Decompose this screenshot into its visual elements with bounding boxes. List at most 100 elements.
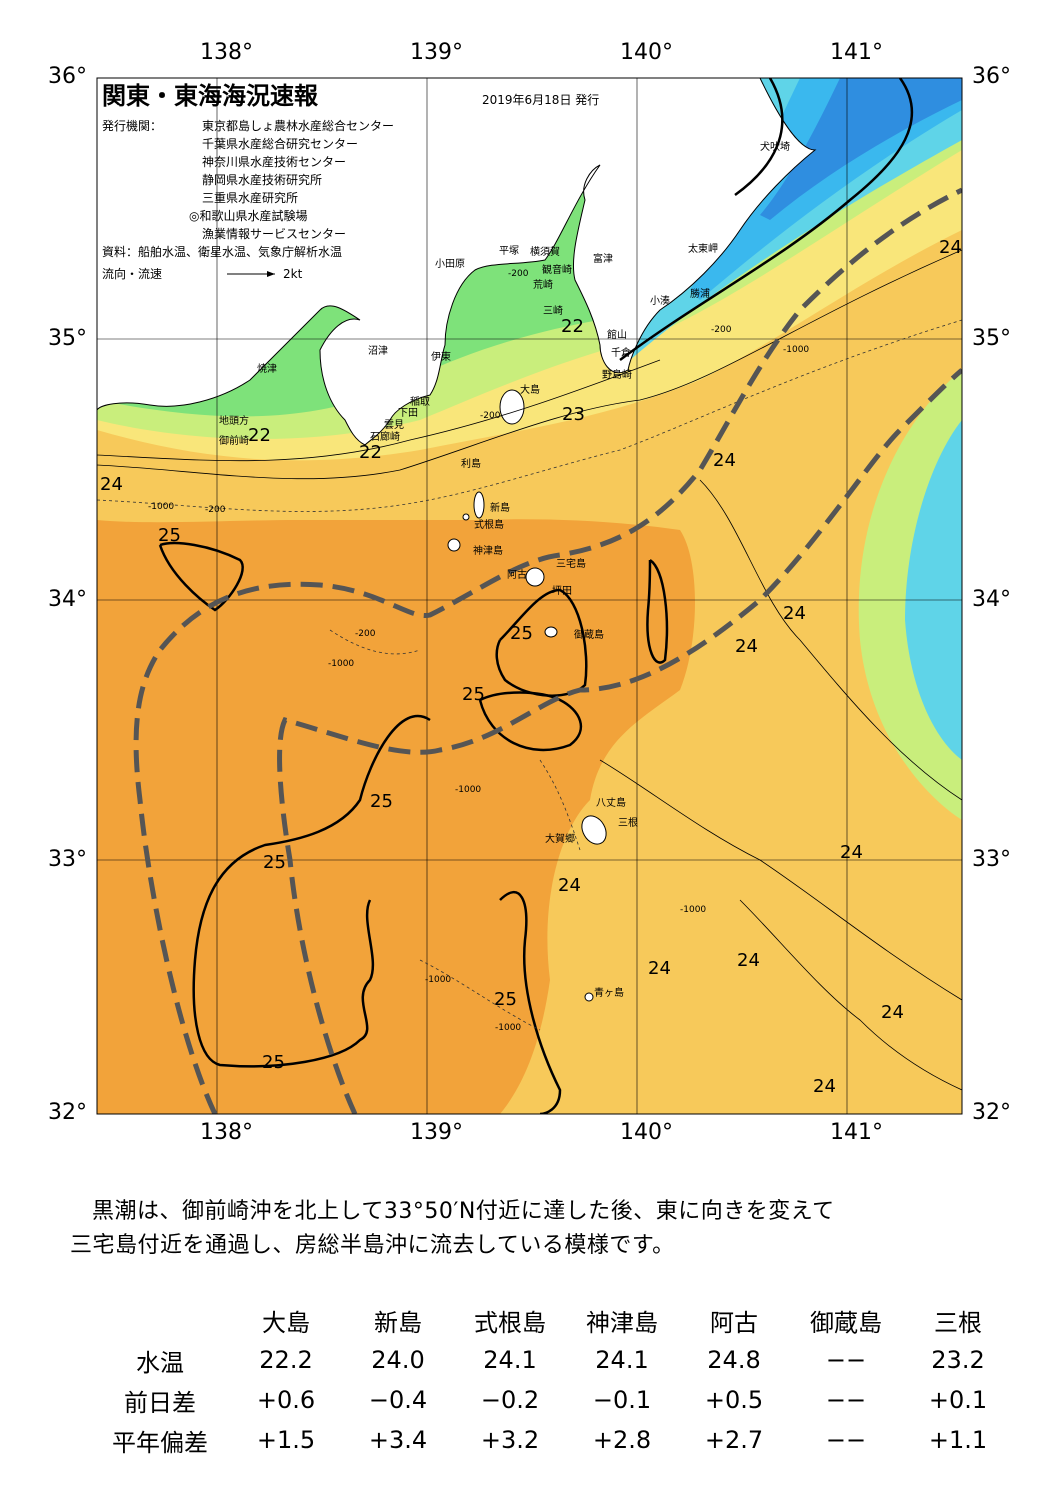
isotherm-25-south: [192, 714, 431, 1068]
table-cell: +2.8: [592, 1426, 652, 1454]
issuer-2: 千葉県水産総合研究センター: [202, 136, 358, 151]
table-row: 平年偏差 +1.5 +3.4 +3.2 +2.8 +2.7 −− +1.1: [90, 1420, 1014, 1460]
issuer-1: 東京都島しょ農林水産総合センター: [202, 118, 394, 133]
flow-legend-label: 流向・流速: [102, 266, 162, 281]
lon-label-141-top: 141°: [830, 40, 883, 65]
table-cell: 24.1: [483, 1346, 537, 1374]
issuer-7: 漁業情報サービスセンター: [202, 227, 346, 241]
column-header: 神津島: [586, 1308, 658, 1337]
row-label: 前日差: [124, 1388, 196, 1417]
place-omaezaki: 御前崎: [219, 434, 249, 447]
row-label: 平年偏差: [112, 1428, 208, 1457]
svg-text:-1000: -1000: [455, 785, 481, 795]
miyakejima-island: [525, 567, 545, 587]
place-misaki: 三崎: [543, 304, 563, 317]
issuer-6: ◎和歌山県水産試験場: [189, 208, 307, 223]
place-ako: 阿古: [507, 568, 527, 581]
place-ito: 伊東: [431, 350, 451, 363]
iso-label-24: 24: [737, 950, 760, 971]
summary-line-1: 黒潮は、御前崎沖を北上して33°50′N付近に達した後、東に向きを変えて: [92, 1199, 835, 1224]
place-yaizu: 焼津: [257, 363, 277, 375]
table-header-row: 大島 新島 式根島 神津島 阿古 御蔵島 三根: [90, 1300, 1014, 1340]
place-taitomisaki: 太東岬: [688, 242, 718, 255]
iso-label-24: 24: [813, 1076, 836, 1097]
table-cell: +3.2: [480, 1426, 540, 1454]
column-header: 阿古: [710, 1308, 758, 1337]
svg-text:-1000: -1000: [495, 1023, 521, 1033]
table-cell: +1.5: [256, 1426, 316, 1454]
isotherm-labels: 22 22 22 23 24 24 24 24 24 24 24 24 24 2…: [100, 237, 962, 1097]
table-cell: +3.4: [368, 1426, 428, 1454]
lat-label-35-left: 35°: [48, 326, 87, 351]
place-arasaki: 荒崎: [533, 278, 553, 291]
shikinejima-island: [462, 513, 470, 521]
iso-label-25: 25: [510, 623, 533, 644]
lon-label-138-bottom: 138°: [200, 1120, 253, 1145]
temp-zone-25: [97, 519, 695, 1114]
place-kominato: 小湊: [650, 294, 670, 307]
iso-label-25: 25: [462, 684, 485, 705]
depth-labels: -200 -200 -200 -200 -200 -1000 -1000 -10…: [148, 269, 809, 1033]
place-tsubota: 坪田: [552, 584, 572, 597]
svg-text:-200: -200: [205, 505, 226, 515]
place-kannonzaki: 観音崎: [542, 263, 572, 276]
place-tateyama: 館山: [607, 328, 627, 341]
isotherm-25-west: [158, 541, 244, 612]
place-katsuura: 勝浦: [690, 287, 710, 300]
place-aogashima: 青ヶ島: [594, 986, 624, 999]
lon-label-139-bottom: 139°: [410, 1120, 463, 1145]
place-chikura: 千倉: [611, 346, 631, 359]
iso-label-22: 22: [248, 425, 271, 446]
table-cell: 24.0: [371, 1346, 425, 1374]
table-cell: +0.5: [704, 1386, 764, 1414]
iso-label-24: 24: [735, 636, 758, 657]
lat-label-35-right: 35°: [972, 326, 1011, 351]
table-cell: −0.2: [480, 1386, 540, 1414]
lat-label-32-right: 32°: [972, 1100, 1011, 1125]
place-jitogata: 地頭方: [219, 414, 249, 427]
table-row: 水温 22.2 24.0 24.1 24.1 24.8 −− 23.2: [90, 1340, 1014, 1380]
iso-label-24: 24: [558, 875, 581, 896]
iso-label-24: 24: [713, 450, 736, 471]
place-yokosuka: 横須賀: [530, 245, 560, 258]
issuer-4: 静岡県水産技術研究所: [202, 172, 322, 187]
place-kozushima: 神津島: [473, 544, 503, 557]
lat-label-33-left: 33°: [48, 847, 87, 872]
iso-label-22: 22: [561, 316, 584, 337]
table-cell: −−: [825, 1426, 867, 1454]
lat-label-34-left: 34°: [48, 587, 87, 612]
table-cell: +1.1: [928, 1426, 988, 1454]
svg-text:-200: -200: [711, 325, 732, 335]
svg-text:-1000: -1000: [425, 975, 451, 985]
table-cell: +0.6: [256, 1386, 316, 1414]
place-oshima: 大島: [520, 383, 540, 396]
issuer-5: 三重県水産研究所: [202, 190, 298, 205]
isotherm-25-central: [495, 588, 588, 697]
lat-label-36-right: 36°: [972, 64, 1011, 89]
kozushima-island: [447, 538, 461, 552]
iso-label-24: 24: [100, 474, 123, 495]
map-title: 関東・東海海況速報: [102, 82, 319, 110]
place-okago: 大賀郷: [545, 832, 575, 845]
table-cell: 24.8: [707, 1346, 761, 1374]
lat-label-36-left: 36°: [48, 64, 87, 89]
issuers-label: 発行機関：: [102, 118, 162, 133]
place-futtsu: 富津: [593, 252, 613, 265]
svg-text:-1000: -1000: [148, 502, 174, 512]
table-cell: −−: [825, 1346, 867, 1374]
place-irozaki: 石廊崎: [370, 430, 400, 443]
issue-date: 2019年6月18日 発行: [482, 93, 599, 107]
iso-label-24: 24: [939, 237, 962, 258]
mikurajima-island: [544, 626, 558, 638]
issuer-3: 神奈川県水産技術センター: [202, 154, 346, 169]
summary-text: 黒潮は、御前崎沖を北上して33°50′N付近に達した後、東に向きを変えて 三宅島…: [70, 1195, 1030, 1263]
place-mikurajima: 御蔵島: [574, 628, 604, 641]
svg-text:-200: -200: [355, 629, 376, 639]
table-cell: +2.7: [704, 1426, 764, 1454]
column-header: 大島: [262, 1308, 310, 1337]
place-numazu: 沼津: [368, 344, 388, 357]
aogashima-island: [584, 992, 594, 1002]
place-niijima: 新島: [490, 501, 510, 514]
place-shimoda: 下田: [398, 408, 418, 419]
kuroshio-axis-main: [277, 368, 962, 1114]
